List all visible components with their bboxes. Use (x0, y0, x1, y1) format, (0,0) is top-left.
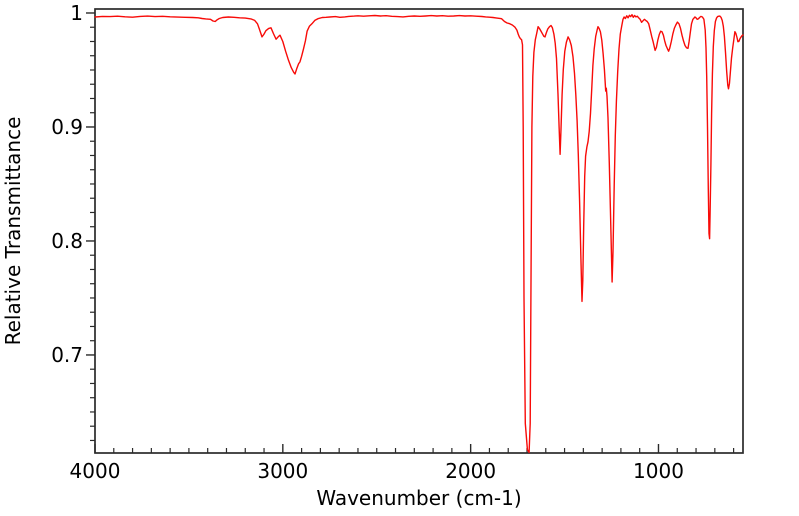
y-axis-major-ticks (86, 12, 95, 356)
spectrum-trace (94, 14, 744, 454)
x-tick-label: 2000 (445, 459, 496, 483)
y-axis-title: Relative Transmittance (1, 117, 25, 346)
x-axis-title: Wavenumber (cm-1) (316, 486, 521, 510)
y-axis-tick-labels: 1 0.9 0.8 0.7 (51, 1, 83, 367)
y-tick-label: 0.7 (51, 343, 83, 367)
plot-frame (94, 8, 744, 454)
y-tick-label: 1 (70, 1, 83, 25)
y-tick-label: 0.8 (51, 229, 83, 253)
x-tick-label: 3000 (257, 459, 308, 483)
y-tick-label: 0.9 (51, 115, 83, 139)
x-tick-label: 4000 (70, 459, 121, 483)
x-axis-tick-labels: 4000 3000 2000 1000 (70, 459, 684, 483)
x-tick-label: 1000 (633, 459, 684, 483)
